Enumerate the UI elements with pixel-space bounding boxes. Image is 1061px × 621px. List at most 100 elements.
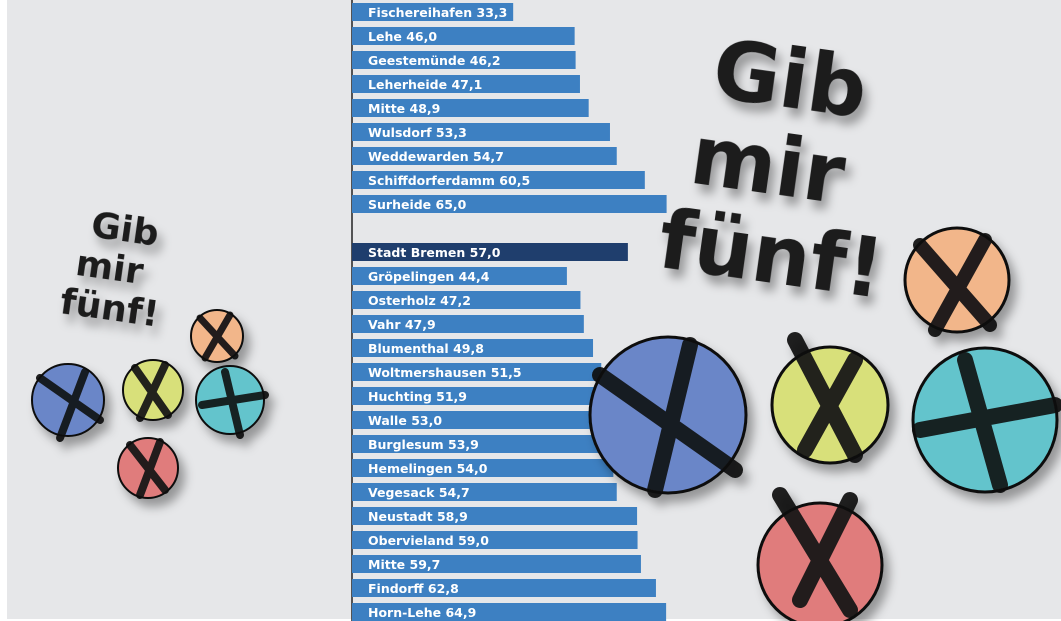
ballot-x — [131, 361, 172, 422]
value-label: 64,9 — [445, 605, 476, 620]
value-label: 46,2 — [470, 53, 501, 68]
bar — [352, 243, 628, 261]
value-label: 58,9 — [437, 509, 468, 524]
category-label: Walle — [368, 413, 407, 428]
value-label: 33,3 — [477, 5, 508, 20]
bar-label: Geestemünde 46,2 — [368, 53, 501, 68]
category-label: Fischereihafen — [368, 5, 472, 20]
bar — [352, 75, 580, 93]
value-label: 54,7 — [473, 149, 504, 164]
bar-label: Osterholz 47,2 — [368, 293, 471, 308]
bar — [352, 603, 667, 621]
value-label: 51,5 — [491, 365, 522, 380]
category-label: Gröpelingen — [368, 269, 454, 284]
value-label: 54,0 — [457, 461, 488, 476]
category-label: Hemelingen — [368, 461, 452, 476]
bar — [352, 483, 617, 501]
category-label: Surheide — [368, 197, 431, 212]
ballot-x — [772, 487, 858, 618]
decoration-large — [588, 226, 1061, 621]
bar-label: Blumenthal 49,8 — [368, 341, 484, 356]
value-label: 46,0 — [406, 29, 437, 44]
value-label: 47,1 — [451, 77, 482, 92]
bar — [352, 195, 667, 213]
bar-label: Gröpelingen 44,4 — [368, 269, 490, 284]
bar-label: Leherheide 47,1 — [368, 77, 482, 92]
bar — [352, 27, 575, 45]
bar-label: Vegesack 54,7 — [368, 485, 470, 500]
bar-label: Wulsdorf 53,3 — [368, 125, 467, 140]
bar-label: Horn-Lehe 64,9 — [368, 605, 476, 620]
category-label: Horn-Lehe — [368, 605, 441, 620]
value-label: 54,7 — [439, 485, 470, 500]
category-label: Wulsdorf — [368, 125, 432, 140]
value-label: 65,0 — [436, 197, 467, 212]
bar-label: Mitte 59,7 — [368, 557, 440, 572]
bar — [352, 435, 613, 453]
category-label: Schiffdorferdamm — [368, 173, 495, 188]
value-label: 59,7 — [410, 557, 441, 572]
value-label: 57,0 — [470, 245, 501, 260]
value-label: 62,8 — [428, 581, 459, 596]
category-label: Weddewarden — [368, 149, 469, 164]
bar-label: Hemelingen 54,0 — [368, 461, 488, 476]
ballot-x — [787, 332, 863, 463]
bar-label: Huchting 51,9 — [368, 389, 467, 404]
value-label: 53,9 — [448, 437, 479, 452]
value-label: 49,8 — [453, 341, 484, 356]
value-label: 59,0 — [458, 533, 489, 548]
ballot-x — [913, 233, 997, 337]
decoration-small — [31, 309, 269, 499]
category-label: Stadt Bremen — [368, 245, 465, 260]
bar — [352, 531, 638, 549]
bar — [352, 267, 567, 285]
value-label: 48,9 — [410, 101, 441, 116]
bar — [352, 147, 617, 165]
bar — [352, 363, 602, 381]
ballot-x — [36, 368, 104, 442]
bar — [352, 555, 641, 573]
ballot-x — [198, 368, 269, 439]
category-label: Geestemünde — [368, 53, 465, 68]
category-label: Findorff — [368, 581, 424, 596]
bar-label: Lehe 46,0 — [368, 29, 437, 44]
slogan-line: Gib — [89, 205, 162, 255]
bar — [352, 315, 584, 333]
category-label: Leherheide — [368, 77, 447, 92]
value-label: 53,3 — [436, 125, 467, 140]
ballot-x — [592, 337, 743, 498]
value-label: 47,2 — [440, 293, 471, 308]
bar — [352, 339, 594, 357]
ballot-x — [912, 352, 1061, 493]
category-label: Woltmershausen — [368, 365, 486, 380]
bar — [352, 579, 656, 597]
bar — [352, 459, 614, 477]
category-label: Vahr — [368, 317, 401, 332]
category-label: Vegesack — [368, 485, 435, 500]
bar — [352, 51, 576, 69]
bar — [352, 3, 514, 21]
bar-label: Neustadt 58,9 — [368, 509, 468, 524]
bar-label: Stadt Bremen 57,0 — [368, 245, 501, 260]
value-label: 44,4 — [459, 269, 490, 284]
bar-label: Weddewarden 54,7 — [368, 149, 504, 164]
bar-label: Woltmershausen 51,5 — [368, 365, 522, 380]
bar — [352, 171, 645, 189]
bar — [352, 123, 610, 141]
slogan-line: mir — [73, 243, 146, 293]
bar — [352, 387, 604, 405]
bar-label: Mitte 48,9 — [368, 101, 440, 116]
category-label: Mitte — [368, 101, 405, 116]
category-label: Neustadt — [368, 509, 433, 524]
category-label: Huchting — [368, 389, 432, 404]
bar-label: Schiffdorferdamm 60,5 — [368, 173, 530, 188]
category-label: Obervieland — [368, 533, 454, 548]
category-label: Osterholz — [368, 293, 436, 308]
value-label: 53,0 — [411, 413, 442, 428]
bar-label: Walle 53,0 — [368, 413, 442, 428]
bar — [352, 507, 638, 525]
bar — [352, 99, 589, 117]
bars: Fischereihafen 33,3 Lehe 46,0 Geestemünde … — [352, 3, 667, 621]
bar-label: Vahr 47,9 — [368, 317, 436, 332]
